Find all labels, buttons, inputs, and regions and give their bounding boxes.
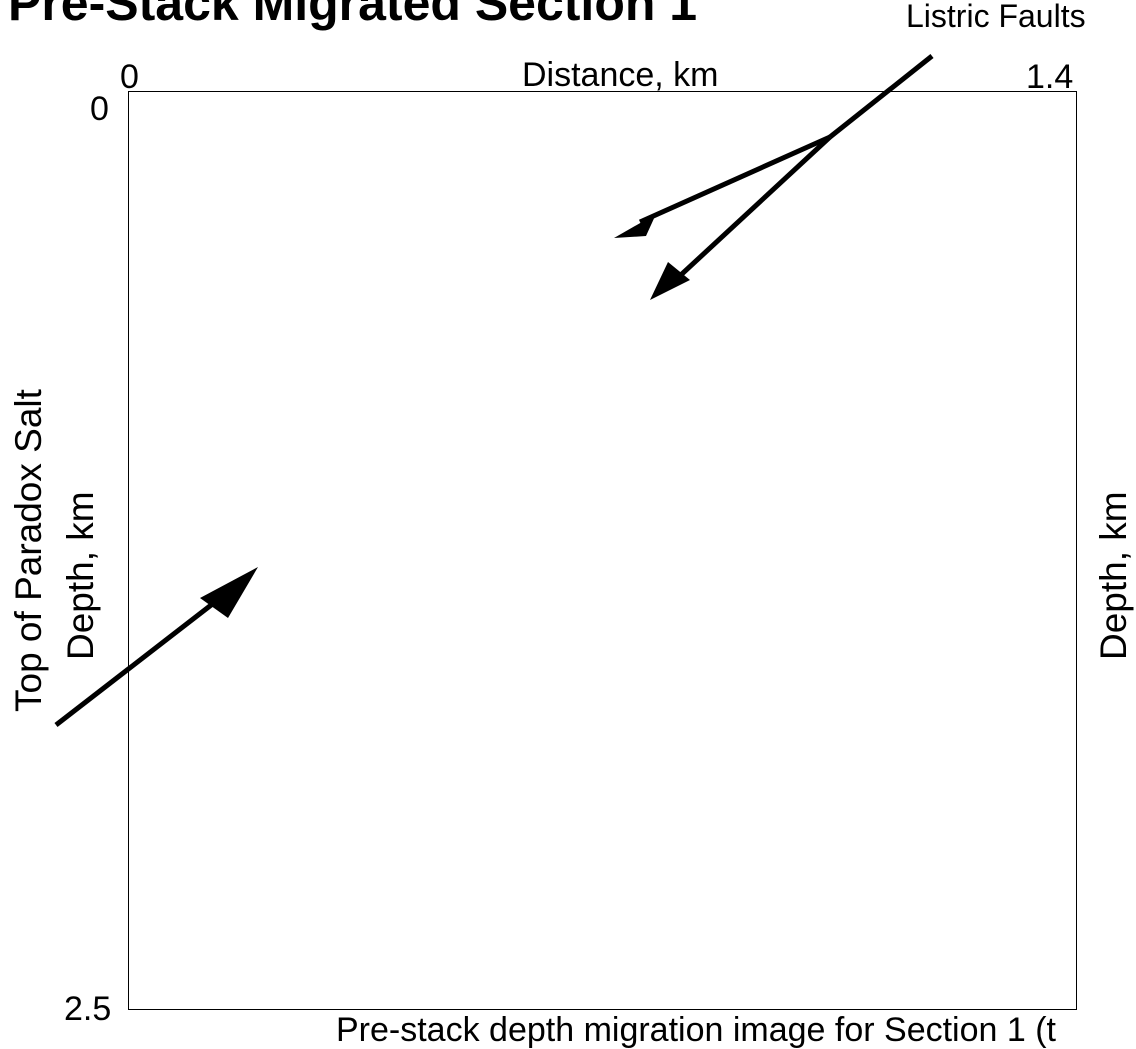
listric-fault-leader-line <box>828 54 934 139</box>
salt-arrow-head <box>200 567 258 618</box>
listric-faults-label: Listric Faults <box>906 0 1086 34</box>
figure-caption: Pre-stack depth migration image for Sect… <box>336 1011 1056 1049</box>
x-axis-label: Distance, km <box>522 56 719 94</box>
listric-fault-arrow-2-head <box>650 262 690 300</box>
y-axis-min-tick: 0 <box>90 90 109 128</box>
x-axis-max-tick: 1.4 <box>1026 58 1074 96</box>
seismic-section-frame <box>128 91 1077 1010</box>
listric-fault-arrow-1-head <box>614 214 656 238</box>
salt-arrow-shaft <box>54 590 230 727</box>
listric-fault-arrow-1-shaft <box>638 134 832 225</box>
figure-title: Pre-Stack Migrated Section 1 <box>8 0 698 31</box>
y-axis-max-tick: 2.5 <box>64 990 112 1028</box>
x-axis-min-tick: 0 <box>120 58 139 96</box>
listric-fault-arrow-2-shaft <box>668 135 832 287</box>
